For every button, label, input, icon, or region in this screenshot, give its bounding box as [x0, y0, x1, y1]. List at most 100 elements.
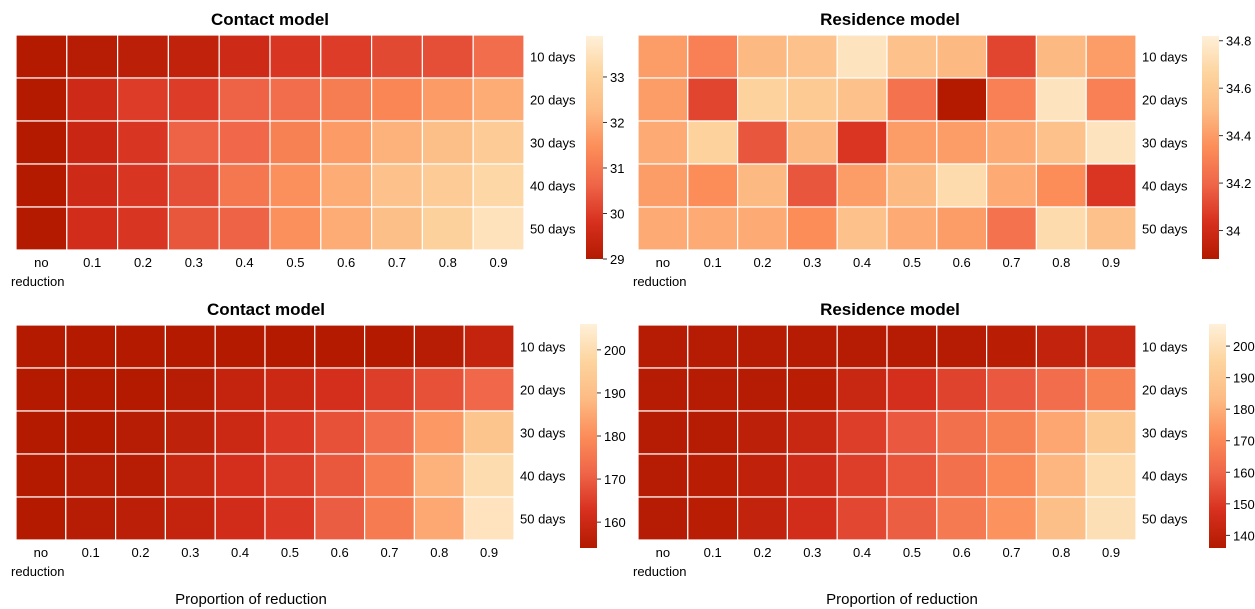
heatmap-cell: [736, 410, 788, 455]
heatmap-cell: [472, 77, 525, 122]
heatmap-cell: [218, 163, 271, 208]
heatmap-cell: [164, 367, 216, 412]
heatmap-cell: [463, 410, 515, 455]
colorbar-tick-label: 34: [1226, 224, 1240, 239]
colorbar-tick-label: 190: [1233, 371, 1255, 386]
x-tick-label-line2: reduction: [11, 274, 64, 289]
heatmap-cell: [1085, 496, 1137, 541]
heatmap-panel-2: Residence model 10 days 20 days 30 days 40 d…: [633, 10, 1251, 289]
heatmap-cell: [15, 367, 67, 412]
heatmap-cell: [836, 120, 888, 165]
heatmap-cell: [786, 453, 838, 498]
heatmap-cell: [985, 77, 1037, 122]
x-tick-label: 0.6: [337, 255, 355, 270]
heatmap-cell: [320, 163, 373, 208]
heatmap-cell: [314, 367, 366, 412]
colorbar-tick-label: 160: [1233, 465, 1255, 480]
y-tick-label: 20 days: [520, 383, 566, 398]
heatmap-cell: [218, 120, 271, 165]
heatmap-cell: [936, 496, 988, 541]
heatmap-cell: [1085, 453, 1137, 498]
heatmap-cell: [836, 496, 888, 541]
y-tick-label: 40 days: [530, 179, 576, 194]
heatmap-cell: [15, 206, 68, 251]
heatmap-cell: [736, 77, 788, 122]
heatmap-cell: [413, 453, 465, 498]
heatmap-cell: [836, 77, 888, 122]
heatmap-cell: [114, 324, 166, 369]
x-tick-label: 0.4: [231, 545, 249, 560]
heatmap-cell: [214, 324, 266, 369]
heatmap-cell: [66, 77, 119, 122]
heatmap-cell: [687, 367, 739, 412]
y-tick-label: 50 days: [1142, 512, 1188, 527]
heatmap-cell: [114, 410, 166, 455]
heatmap-cell: [936, 453, 988, 498]
x-tick-label: 0.9: [1102, 545, 1120, 560]
heatmap-cell: [836, 410, 888, 455]
y-tick-label: 40 days: [1142, 179, 1188, 194]
heatmap-cell: [836, 206, 888, 251]
x-tick-label: 0.5: [286, 255, 304, 270]
y-tick-label: 20 days: [1142, 383, 1188, 398]
heatmap-cell: [116, 206, 169, 251]
heatmap-cell: [269, 77, 322, 122]
panel-title: Residence model: [820, 10, 960, 29]
y-tick-label: 10 days: [1142, 340, 1188, 355]
x-tick-label: 0.9: [1102, 255, 1120, 270]
x-tick-label: 0.1: [704, 255, 722, 270]
heatmap-cell: [65, 453, 117, 498]
heatmap-cell: [269, 163, 322, 208]
colorbar-tick-label: 200: [604, 343, 626, 358]
x-tick-label: 0.1: [83, 255, 101, 270]
panel-title: Contact model: [211, 10, 329, 29]
heatmap-cell: [1035, 34, 1087, 79]
heatmap-cell: [164, 496, 216, 541]
heatmap-cell: [364, 410, 416, 455]
colorbar-tick-label: 160: [604, 515, 626, 530]
heatmap-cell: [116, 163, 169, 208]
heatmap-cell: [413, 367, 465, 412]
colorbar-tick-label: 180: [604, 429, 626, 444]
heatmap-cell: [687, 206, 739, 251]
heatmap-panel-4: Residence model 10 days 20 days 30 days 40 d…: [633, 300, 1255, 579]
heatmap-cell: [936, 120, 988, 165]
heatmap-cell: [116, 34, 169, 79]
heatmap-cell: [736, 120, 788, 165]
heatmap-cell: [214, 496, 266, 541]
heatmap-cell: [314, 324, 366, 369]
heatmap-cell: [15, 453, 67, 498]
y-tick-label: 30 days: [530, 136, 576, 151]
heatmap-cell: [1085, 34, 1137, 79]
heatmap-cell: [167, 206, 220, 251]
heatmap-cell: [164, 453, 216, 498]
heatmap-cell: [116, 120, 169, 165]
y-tick-label: 40 days: [520, 469, 566, 484]
heatmap-cell: [65, 496, 117, 541]
heatmap-cell: [786, 34, 838, 79]
heatmap-cell: [637, 367, 689, 412]
x-tick-label: no: [34, 255, 48, 270]
heatmap-cell: [1035, 206, 1087, 251]
heatmap-cell: [65, 324, 117, 369]
x-tick-label: 0.7: [1002, 545, 1020, 560]
heatmap-cell: [1035, 120, 1087, 165]
x-tick-label-line2: reduction: [11, 564, 64, 579]
heatmap-cell: [371, 206, 424, 251]
panel-title: Contact model: [207, 300, 325, 319]
colorbar-tick-label: 180: [1233, 402, 1255, 417]
y-tick-label: 50 days: [530, 222, 576, 237]
heatmap-cell: [886, 367, 938, 412]
heatmap-cell: [886, 453, 938, 498]
heatmap-cell: [936, 367, 988, 412]
heatmap-cell: [637, 453, 689, 498]
colorbar-tick-label: 32: [610, 115, 624, 130]
y-tick-label: 30 days: [520, 426, 566, 441]
colorbar-tick-label: 34.2: [1226, 176, 1251, 191]
heatmap-cell: [786, 410, 838, 455]
colorbar-tick-label: 140: [1233, 528, 1255, 543]
heatmap-cell: [786, 367, 838, 412]
heatmap-cell: [214, 410, 266, 455]
heatmap-cell: [66, 120, 119, 165]
heatmap-cell: [114, 496, 166, 541]
